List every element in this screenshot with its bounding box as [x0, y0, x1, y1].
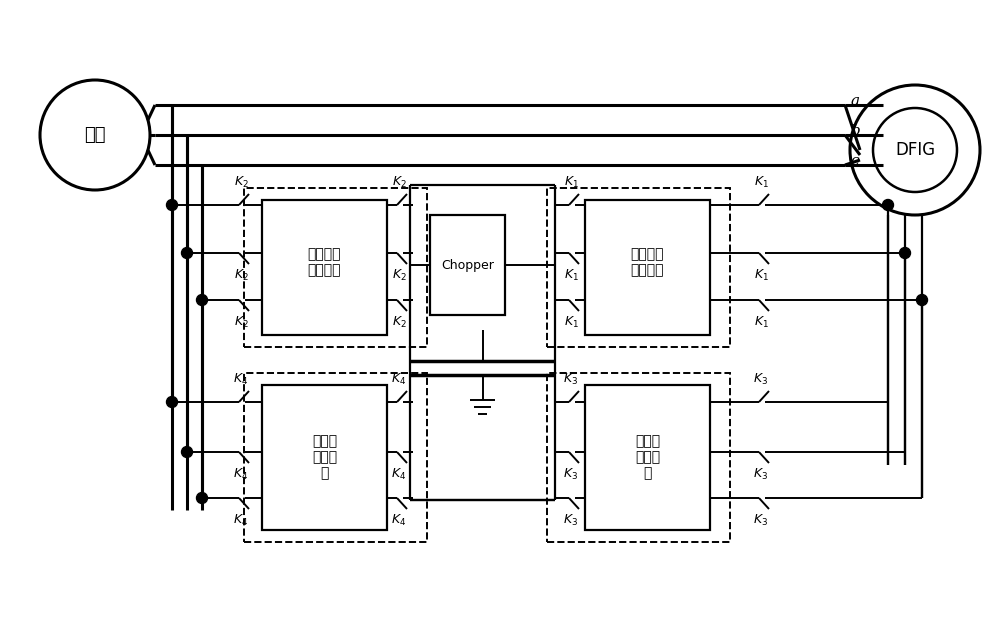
- Text: a: a: [850, 94, 859, 108]
- Text: $K_4$: $K_4$: [391, 513, 407, 528]
- Text: Chopper: Chopper: [441, 259, 494, 271]
- Text: $K_2$: $K_2$: [234, 315, 248, 330]
- Text: $K_2$: $K_2$: [234, 268, 248, 283]
- Bar: [547, 373, 730, 542]
- Circle shape: [167, 200, 178, 211]
- Text: $K_4$: $K_4$: [391, 467, 407, 482]
- Text: $K_4$: $K_4$: [233, 372, 249, 387]
- Bar: [244, 188, 427, 347]
- Text: $K_2$: $K_2$: [234, 175, 248, 190]
- Bar: [547, 188, 730, 347]
- Circle shape: [883, 200, 894, 211]
- Text: c: c: [850, 154, 858, 168]
- Text: $K_3$: $K_3$: [563, 467, 579, 482]
- Bar: [430, 215, 505, 315]
- Text: $K_4$: $K_4$: [391, 372, 407, 387]
- Text: $K_2$: $K_2$: [392, 315, 406, 330]
- Circle shape: [182, 447, 193, 458]
- Text: 换流器
详细模
型: 换流器 详细模 型: [312, 435, 337, 481]
- Text: $K_1$: $K_1$: [754, 315, 768, 330]
- Text: $K_3$: $K_3$: [753, 372, 769, 387]
- Circle shape: [182, 248, 193, 259]
- Circle shape: [167, 397, 178, 408]
- Text: $K_3$: $K_3$: [563, 513, 579, 528]
- Circle shape: [197, 294, 208, 305]
- Text: $K_4$: $K_4$: [233, 467, 249, 482]
- Bar: [262, 385, 387, 530]
- Text: b: b: [850, 124, 860, 138]
- Circle shape: [197, 493, 208, 504]
- Text: 换流器
详细模
型: 换流器 详细模 型: [635, 435, 660, 481]
- Text: $K_3$: $K_3$: [563, 372, 579, 387]
- Text: $K_1$: $K_1$: [564, 175, 578, 190]
- Text: $K_4$: $K_4$: [233, 513, 249, 528]
- Text: $K_3$: $K_3$: [753, 513, 769, 528]
- Bar: [585, 200, 710, 335]
- Circle shape: [900, 248, 910, 259]
- Text: $K_3$: $K_3$: [753, 467, 769, 482]
- Bar: [244, 373, 427, 542]
- Text: 换流器平
均值模型: 换流器平 均值模型: [631, 248, 664, 278]
- Text: $K_1$: $K_1$: [564, 268, 578, 283]
- Text: 换流器平
均值模型: 换流器平 均值模型: [308, 248, 341, 278]
- Circle shape: [916, 294, 928, 305]
- Text: DFIG: DFIG: [895, 141, 935, 159]
- Text: $K_1$: $K_1$: [754, 268, 768, 283]
- Text: $K_1$: $K_1$: [754, 175, 768, 190]
- Text: $K_1$: $K_1$: [564, 315, 578, 330]
- Text: 电网: 电网: [84, 126, 106, 144]
- Bar: [585, 385, 710, 530]
- Bar: [262, 200, 387, 335]
- Text: $K_2$: $K_2$: [392, 175, 406, 190]
- Text: $K_2$: $K_2$: [392, 268, 406, 283]
